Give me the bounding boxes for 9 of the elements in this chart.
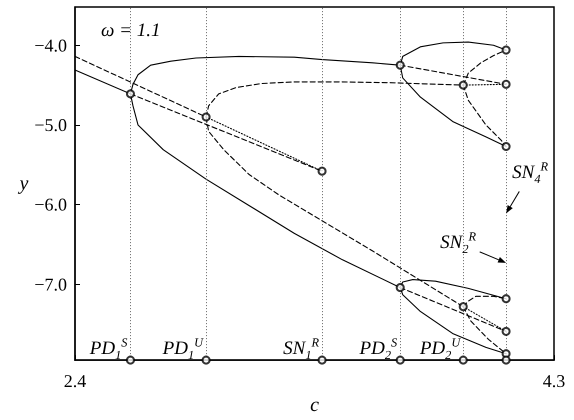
x-tick-label: 2.4: [64, 371, 86, 392]
annotation: ω = 1.1: [101, 20, 160, 41]
y-axis-title: y: [18, 172, 29, 195]
x-axis-title: c: [310, 394, 320, 416]
y-tick-label: −6.0: [34, 194, 67, 215]
x-tick-label: 4.3: [542, 371, 566, 392]
y-tick-label: −5.0: [34, 114, 67, 135]
y-tick-label: −7.0: [34, 274, 67, 294]
y-tick-label: −4.0: [34, 35, 67, 56]
